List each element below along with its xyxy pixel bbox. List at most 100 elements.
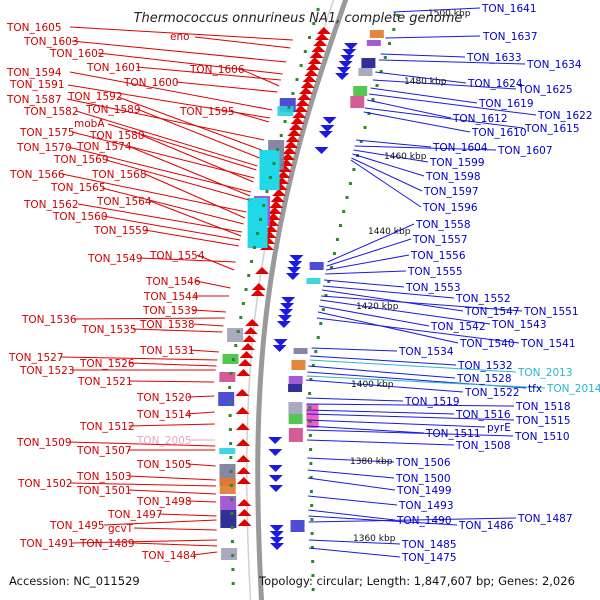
gc-skew-tick (309, 476, 313, 479)
forward-gene-arrow (235, 407, 250, 414)
gene-label: TON_1637 (482, 31, 538, 43)
callout-line (101, 187, 244, 225)
map-title: Thermococcus onnurineus NA1, complete ge… (134, 11, 463, 26)
gc-skew-tick (276, 148, 280, 151)
gene-label: TON_1528 (456, 373, 512, 385)
callout-line (305, 379, 464, 393)
forward-gene-arrow (306, 63, 321, 70)
gc-skew-tick (308, 36, 312, 39)
gene-label: TON_1597 (423, 186, 479, 198)
gene-label: TON_1604 (432, 142, 488, 154)
callout-line (194, 36, 291, 49)
gene-label: TON_1511 (425, 428, 481, 440)
gene-label: TON_1553 (405, 282, 461, 294)
callout-line (102, 215, 241, 241)
gc-skew-tick (228, 428, 232, 431)
forward-gene-arrow (239, 351, 254, 358)
gene-label: TON_1570 (16, 142, 72, 154)
gene-label: TON_1633 (466, 52, 522, 64)
callout-line (307, 457, 395, 463)
callout-line (320, 295, 523, 312)
feature-block (221, 548, 238, 560)
gc-skew-tick (299, 64, 303, 67)
callout-line (107, 123, 257, 171)
gc-skew-tick (310, 504, 314, 507)
reverse-gene-arrow (268, 437, 283, 444)
gc-skew-tick (279, 134, 283, 137)
callout-line (307, 439, 455, 446)
scale-label: 1420 kbp (356, 302, 399, 312)
gene-label: TON_1641 (481, 3, 537, 15)
forward-gene-arrow (315, 33, 330, 40)
feature-block (288, 376, 303, 384)
forward-gene-arrow (242, 335, 257, 342)
gene-label: TON_1486 (458, 520, 514, 532)
gc-skew-tick (231, 358, 235, 361)
gc-skew-tick (367, 112, 371, 115)
gene-label: TON_1598 (425, 171, 481, 183)
gene-label: TON_1564 (96, 196, 152, 208)
gene-label: TON_1493 (398, 500, 454, 512)
gc-skew-tick (383, 56, 387, 59)
reverse-gene-arrow (338, 61, 353, 68)
genome-backbone-inner (246, 0, 335, 600)
callout-line (310, 355, 457, 366)
forward-gene-arrow (272, 189, 287, 196)
gene-label: TON_1520 (136, 392, 192, 404)
forward-gene-arrow (293, 105, 308, 112)
callout-line (195, 280, 231, 289)
forward-gene-arrow (267, 207, 282, 214)
feature-block (358, 68, 373, 76)
feature-block (290, 520, 305, 532)
forward-gene-arrow (245, 319, 260, 326)
gc-skew-tick (244, 288, 248, 291)
callout-line (307, 477, 396, 491)
callout-line (308, 495, 398, 506)
gene-label: TON_1518 (515, 401, 571, 413)
gc-skew-tick (272, 162, 276, 165)
feature-block (219, 372, 236, 382)
gc-skew-tick (228, 400, 232, 403)
reverse-gene-arrow (285, 273, 300, 280)
gene-label: TON_1487 (517, 513, 573, 525)
gc-skew-tick (241, 302, 245, 305)
gene-label-rna: TON_2013 (517, 367, 573, 379)
gene-label: TON_1542 (430, 321, 486, 333)
gene-label: TON_1531 (139, 345, 195, 357)
callout-line (127, 145, 251, 197)
callout-line (325, 254, 410, 271)
callout-line (158, 513, 217, 517)
gc-skew-tick (359, 140, 363, 143)
gene-label: TON_1605 (6, 22, 62, 34)
callout-line (308, 509, 396, 521)
callout-line (375, 71, 467, 84)
gene-label: TON_1526 (79, 358, 135, 370)
gene-label: TON_1600 (123, 77, 179, 89)
forward-gene-arrow (237, 519, 252, 526)
reverse-gene-arrow (288, 261, 303, 268)
gene-label: TON_1538 (139, 319, 195, 331)
gene-label: TON_1562 (23, 199, 79, 211)
callout-line (136, 66, 281, 81)
gene-label: TON_1490 (396, 515, 452, 527)
gene-label: TON_1515 (515, 415, 571, 427)
gene-label: TON_1619 (478, 98, 534, 110)
reverse-gene-arrow (314, 147, 329, 154)
feature-block (288, 402, 303, 414)
reverse-gene-arrow (344, 43, 359, 50)
callout-line (319, 305, 430, 327)
feature-block (288, 428, 303, 442)
callout-line (75, 110, 258, 167)
feature-track (218, 8, 400, 591)
callout-line (117, 96, 262, 151)
gene-label: TON_1535 (81, 324, 137, 336)
callout-line (309, 359, 517, 373)
gc-skew-tick (231, 568, 235, 571)
gc-skew-tick (312, 22, 316, 25)
reverse-gene-arrow (280, 303, 295, 310)
reverse-gene-arrow (342, 49, 357, 56)
gene-label: TON_1546 (145, 276, 201, 288)
gc-skew-tick (309, 378, 313, 381)
callout-line (196, 254, 235, 271)
gc-skew-tick (311, 588, 315, 591)
